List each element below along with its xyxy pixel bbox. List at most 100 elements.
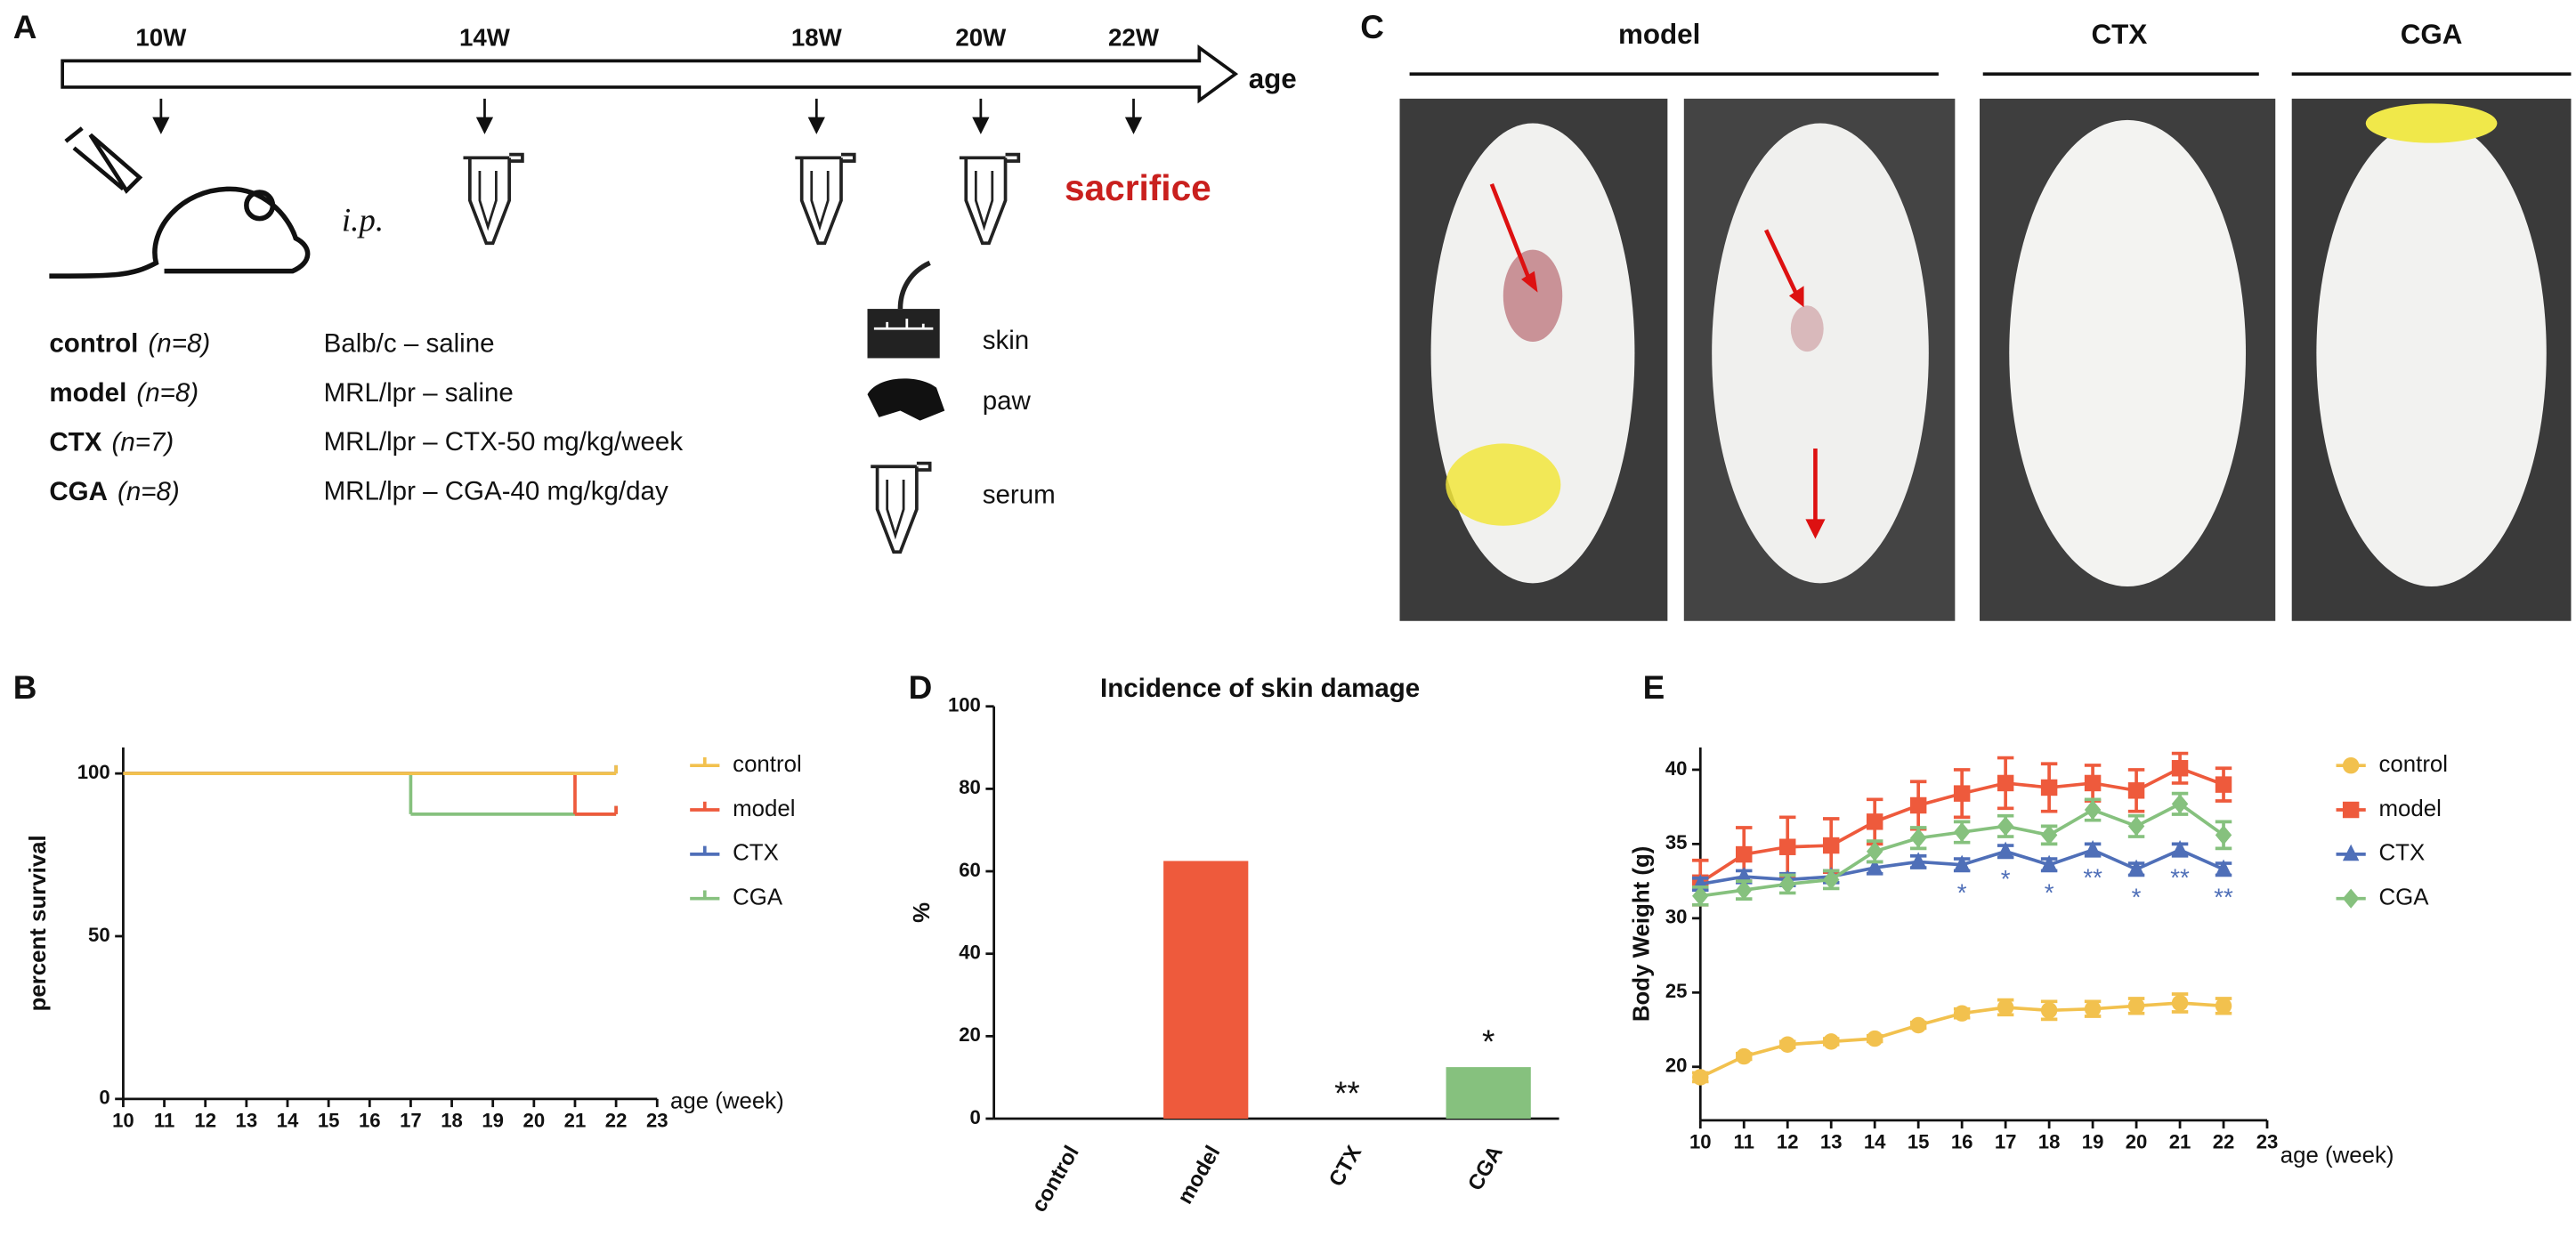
data-point [2127, 816, 2145, 837]
data-point [2215, 825, 2232, 845]
significance-label: * [2001, 865, 2011, 893]
data-point [2040, 779, 2058, 796]
legend-marker [2342, 888, 2360, 909]
data-point [1909, 796, 1927, 814]
x-tick-label: 23 [2256, 1131, 2279, 1153]
significance-label: * [2045, 878, 2054, 906]
x-tick-label: 22 [2213, 1131, 2235, 1153]
legend-label: control [733, 752, 802, 777]
y-tick-label: 60 [959, 859, 981, 881]
data-point [1822, 837, 1840, 854]
data-point [2127, 782, 2145, 799]
y-tick-label: 40 [959, 942, 981, 964]
sample-label: serum [983, 480, 1056, 509]
x-tick-label: CGA [1463, 1142, 1508, 1195]
data-point [1866, 1030, 1883, 1047]
y-axis-title: % [910, 902, 935, 923]
group-treatment: MRL/lpr – CGA-40 mg/kg/day [324, 477, 668, 506]
timeline-tick-label: 14W [459, 24, 511, 52]
x-tick-label: 17 [1995, 1131, 2017, 1153]
data-point [2171, 794, 2189, 814]
significance-label: ** [2083, 864, 2102, 892]
group-header: CGA [2401, 19, 2463, 50]
legend-label: control [2379, 752, 2449, 777]
group-label: CGA (n=8) [49, 477, 179, 506]
legend-marker [2342, 844, 2360, 861]
data-point [1778, 874, 1796, 894]
photo-panel [1399, 98, 2572, 621]
group-header: model [1618, 19, 1700, 50]
data-point [1953, 1005, 1971, 1022]
data-point [1997, 774, 2014, 792]
data-point [1866, 858, 1883, 875]
legend-label: CTX [733, 841, 779, 866]
serum-tube [793, 152, 856, 246]
significance-label: ** [2214, 883, 2233, 910]
x-tick-label: 14 [1864, 1131, 1886, 1153]
data-point [1953, 821, 1971, 843]
legend-marker [2342, 756, 2360, 774]
significance-label: * [2132, 883, 2142, 910]
group-name: CTX [49, 427, 101, 457]
timeline-arrow-down [1124, 98, 1143, 134]
x-tick-label: 10 [1689, 1131, 1712, 1153]
data-point [2171, 994, 2189, 1012]
timeline-tick-label: 22W [1108, 24, 1160, 52]
y-tick-label: 100 [77, 761, 110, 783]
y-tick-label: 25 [1665, 980, 1688, 1002]
data-point [1778, 1036, 1796, 1053]
y-tick-label: 50 [88, 924, 110, 946]
x-tick-label: 21 [2169, 1131, 2191, 1153]
data-point [1909, 852, 1927, 869]
timeline-arrow-down [152, 98, 170, 134]
group-header: CTX [2092, 19, 2148, 50]
x-tick-label: 15 [1908, 1131, 1930, 1153]
timeline-axis-label: age [1249, 63, 1297, 94]
data-point [2084, 839, 2102, 857]
data-point [1953, 785, 1971, 802]
y-tick-label: 30 [1665, 906, 1688, 928]
x-tick-label: 14 [277, 1110, 299, 1132]
data-point [2040, 1002, 2058, 1019]
group-label: control (n=8) [49, 328, 210, 358]
group-treatment: MRL/lpr – CTX-50 mg/kg/week [324, 427, 684, 457]
timeline-tick-label: 20W [955, 24, 1007, 52]
data-point [1692, 885, 1709, 906]
data-point [2171, 839, 2189, 857]
group-name: CGA [49, 477, 108, 506]
group-name: control [49, 328, 138, 358]
x-tick-label: 16 [1951, 1131, 1973, 1153]
timeline-arrow-down [475, 98, 494, 134]
group-label: model (n=8) [49, 378, 198, 408]
data-point [2084, 1000, 2102, 1017]
x-axis-title: age (week) [670, 1088, 784, 1113]
sample-label: paw [983, 386, 1032, 416]
y-axis-title: percent survival [26, 835, 51, 1011]
data-point [1736, 880, 1753, 901]
x-tick-label: 20 [523, 1110, 546, 1132]
data-point [2127, 998, 2145, 1015]
panel-label: C [1360, 9, 1384, 45]
data-point [2084, 799, 2102, 821]
x-tick-label: CTX [1324, 1142, 1366, 1191]
data-point [1866, 813, 1883, 830]
x-tick-label: model [1173, 1142, 1226, 1209]
data-point [1909, 828, 1927, 848]
chart-title: Incidence of skin damage [1100, 674, 1420, 703]
x-axis-title: age (week) [2280, 1143, 2394, 1168]
x-tick-label: 15 [318, 1110, 340, 1132]
y-tick-label: 20 [959, 1023, 981, 1046]
data-point [1736, 867, 1753, 884]
legend-label: model [2379, 796, 2442, 821]
group-name: model [49, 378, 126, 408]
skin-icon [867, 260, 940, 359]
x-tick-label: 16 [359, 1110, 381, 1132]
x-tick-label: 11 [1734, 1131, 1754, 1153]
y-tick-label: 40 [1665, 757, 1688, 780]
group-treatment: Balb/c – saline [324, 328, 495, 358]
x-tick-label: 12 [194, 1110, 216, 1132]
data-point [1778, 838, 1796, 855]
x-tick-label: 10 [112, 1110, 134, 1132]
data-point [1736, 1047, 1753, 1065]
